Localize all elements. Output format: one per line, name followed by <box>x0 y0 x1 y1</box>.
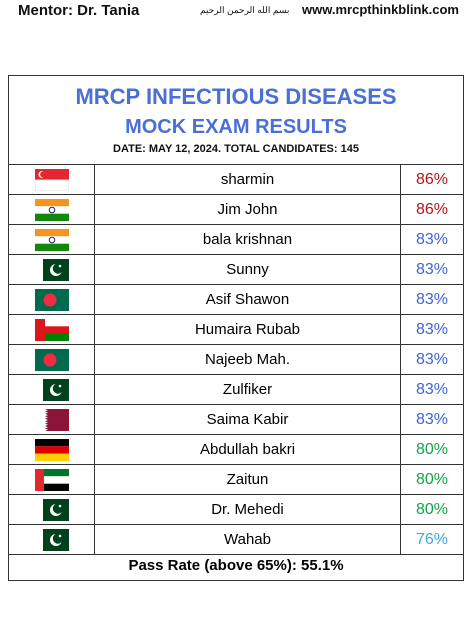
candidate-name: Abdullah bakri <box>94 434 401 465</box>
calligraphy: بسم الله الرحمن الرحيم <box>200 5 290 15</box>
candidate-name: Dr. Mehedi <box>94 494 401 525</box>
flag-cell <box>8 404 95 435</box>
flag-cell <box>8 494 95 525</box>
flag <box>34 378 69 401</box>
results-box: MRCP INFECTIOUS DISEASES MOCK EXAM RESUL… <box>8 75 464 581</box>
flag-cell <box>8 224 95 255</box>
flag-cell <box>8 194 95 225</box>
score: 83% <box>400 284 464 315</box>
result-row: Sunny 83% <box>8 254 464 285</box>
title: MRCP INFECTIOUS DISEASES <box>75 84 397 109</box>
website: www.mrcpthinkblink.com <box>302 2 459 17</box>
flag <box>34 408 69 431</box>
score: 83% <box>400 404 464 435</box>
result-row: bala krishnan 83% <box>8 224 464 255</box>
flag <box>34 318 69 341</box>
candidate-name: Humaira Rubab <box>94 314 401 345</box>
flag-cell <box>8 344 95 375</box>
result-row: Zaitun 80% <box>8 464 464 495</box>
flag <box>34 228 69 251</box>
result-row: Humaira Rubab 83% <box>8 314 464 345</box>
result-row: Wahab 76% <box>8 524 464 555</box>
score: 83% <box>400 254 464 285</box>
flag-cell <box>8 434 95 465</box>
result-row: Saima Kabir 83% <box>8 404 464 435</box>
mentor: Mentor: Dr. Tania <box>18 2 140 19</box>
result-row: Dr. Mehedi 80% <box>8 494 464 525</box>
results-table: sharmin 86% Jim John 86% bala krishnan 83% Sun… <box>8 164 464 555</box>
result-row: sharmin 86% <box>8 164 464 195</box>
flag-cell <box>8 464 95 495</box>
flag <box>34 198 69 221</box>
candidate-name: Asif Shawon <box>94 284 401 315</box>
flag-cell <box>8 314 95 345</box>
score: 86% <box>400 194 464 225</box>
score: 83% <box>400 224 464 255</box>
score: 83% <box>400 344 464 375</box>
pass-rate: Pass Rate (above 65%): 55.1% <box>128 557 344 574</box>
flag <box>34 258 69 281</box>
candidate-name: Wahab <box>94 524 401 555</box>
candidate-name: Najeeb Mah. <box>94 344 401 375</box>
flag <box>34 438 69 461</box>
candidate-name: Zaitun <box>94 464 401 495</box>
flag-cell <box>8 374 95 405</box>
result-row: Asif Shawon 83% <box>8 284 464 315</box>
candidate-name: sharmin <box>94 164 401 195</box>
result-row: Abdullah bakri 80% <box>8 434 464 465</box>
candidate-name: Sunny <box>94 254 401 285</box>
score: 83% <box>400 374 464 405</box>
candidate-name: bala krishnan <box>94 224 401 255</box>
flag <box>34 528 69 551</box>
score: 80% <box>400 434 464 465</box>
flag <box>34 468 69 491</box>
score: 76% <box>400 524 464 555</box>
result-row: Zulfiker 83% <box>8 374 464 405</box>
flag-cell <box>8 524 95 555</box>
score: 80% <box>400 494 464 525</box>
flag <box>34 288 69 311</box>
candidate-name: Jim John <box>94 194 401 225</box>
flag-cell <box>8 164 95 195</box>
subtitle: MOCK EXAM RESULTS <box>125 116 347 138</box>
result-row: Jim John 86% <box>8 194 464 225</box>
candidate-name: Saima Kabir <box>94 404 401 435</box>
flag <box>34 498 69 521</box>
result-row: Najeeb Mah. 83% <box>8 344 464 375</box>
candidate-name: Zulfiker <box>94 374 401 405</box>
flag <box>34 168 69 191</box>
score: 83% <box>400 314 464 345</box>
flag-cell <box>8 254 95 285</box>
flag <box>34 348 69 371</box>
info: DATE: MAY 12, 2024. TOTAL CANDIDATES: 14… <box>113 143 359 155</box>
flag-cell <box>8 284 95 315</box>
score: 86% <box>400 164 464 195</box>
score: 80% <box>400 464 464 495</box>
